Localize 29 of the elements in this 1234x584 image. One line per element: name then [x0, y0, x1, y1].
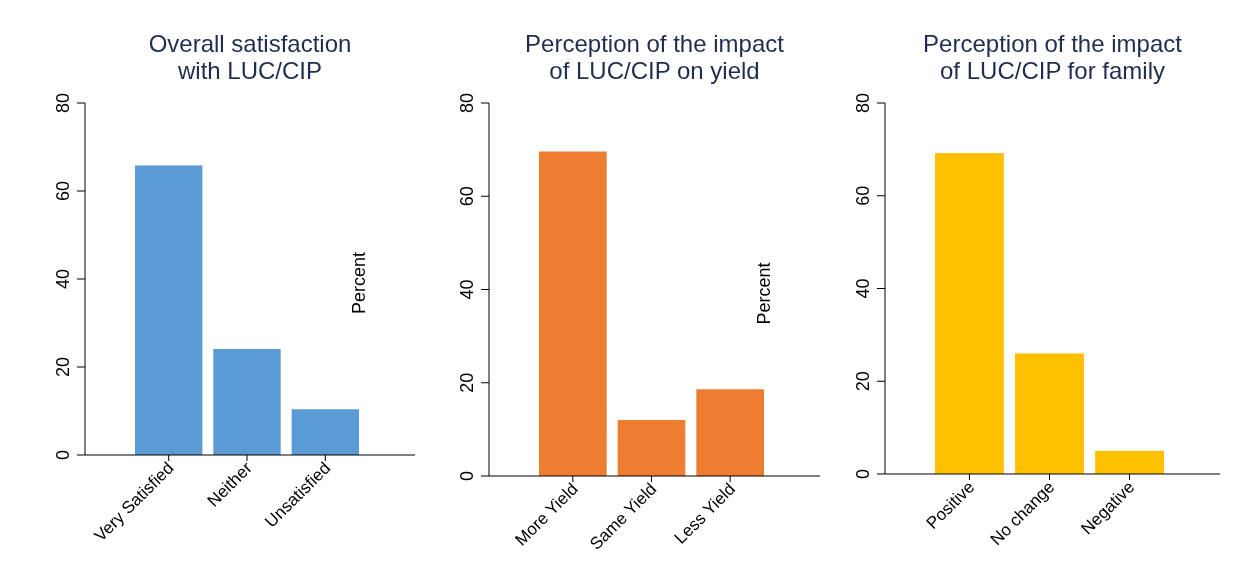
chart-title: Perception of the impact of LUC/CIP for family — [923, 30, 1183, 84]
bar — [1015, 353, 1084, 474]
y-axis-title: Percent — [754, 262, 774, 325]
y-tick-label: 40 — [457, 279, 477, 300]
y-tick-label: 20 — [53, 356, 73, 378]
y-tick-label: 0 — [53, 449, 73, 461]
y-tick-label: 0 — [457, 470, 477, 482]
y-tick-label: 80 — [53, 92, 73, 114]
y-tick-label: 80 — [853, 92, 873, 114]
y-tick-label: 60 — [853, 185, 873, 206]
chart-title: Overall satisfaction with LUC/CIP — [148, 30, 352, 84]
bar — [213, 348, 281, 455]
chart-title: Perception of the impact of LUC/CIP on yield — [525, 30, 785, 84]
y-tick-label: 40 — [53, 268, 73, 290]
bar — [291, 409, 359, 455]
bar — [1095, 450, 1164, 474]
bar — [696, 389, 764, 476]
bar — [539, 151, 607, 476]
bar — [617, 420, 686, 476]
bar — [135, 165, 203, 455]
y-tick-label: 40 — [853, 278, 873, 299]
y-tick-label: 80 — [457, 92, 477, 114]
y-tick-label: 20 — [853, 371, 873, 392]
y-tick-label: 0 — [853, 468, 873, 480]
y-axis-title: Percent — [349, 251, 369, 315]
y-tick-label: 60 — [457, 186, 477, 207]
y-tick-label: 60 — [53, 180, 73, 202]
bar — [935, 153, 1004, 474]
y-tick-label: 20 — [457, 372, 477, 393]
